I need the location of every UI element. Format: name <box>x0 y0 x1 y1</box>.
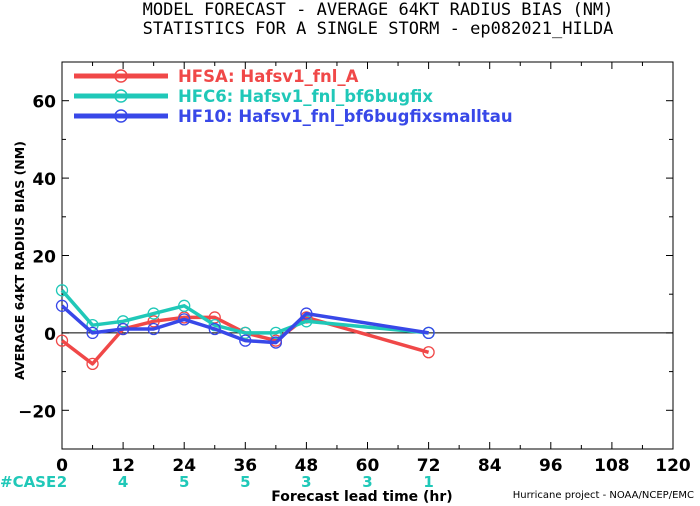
series-3-point <box>300 307 313 320</box>
series-3-point <box>269 336 283 349</box>
x-tick-label: 60 <box>356 456 380 476</box>
series-3-point <box>86 326 99 340</box>
series-3-point <box>178 313 191 326</box>
x-tick-label: 84 <box>478 456 502 476</box>
series-2-point <box>116 315 130 328</box>
y-tick-label: 40 <box>32 170 56 190</box>
legend-entry-2: HFC6: Hafsv1_fnl_bf6bugfix <box>178 87 433 106</box>
series-line-3 <box>60 304 429 345</box>
series-1-point <box>147 315 160 328</box>
case-count: 2 <box>57 473 67 491</box>
case-count: 1 <box>423 473 433 491</box>
legend-marker-1 <box>114 69 128 83</box>
x-tick-label: 48 <box>295 456 319 476</box>
x-tick-label: 12 <box>111 456 135 476</box>
case-count: 5 <box>179 473 189 491</box>
x-tick-label: 36 <box>233 456 257 476</box>
legend-marker-2 <box>114 89 128 103</box>
series-3-point <box>239 334 252 347</box>
series-2-point <box>178 299 191 312</box>
series-2-point <box>147 307 160 320</box>
case-count: 3 <box>301 473 311 491</box>
series-1-point <box>86 357 99 371</box>
y-tick-label: −20 <box>18 402 56 422</box>
case-row-label: #CASE <box>0 473 56 491</box>
x-tick-label: 96 <box>539 456 563 476</box>
series-3-point <box>55 299 69 312</box>
legend-marker-3 <box>114 109 128 123</box>
series-2-point <box>55 284 69 297</box>
series-1-point <box>55 334 69 347</box>
case-count: 5 <box>240 473 250 491</box>
series-2-point <box>269 326 283 340</box>
y-tick-label: 60 <box>32 93 56 113</box>
series-3-point <box>422 326 435 340</box>
y-tick-label: 0 <box>44 325 56 345</box>
series-1-point <box>422 346 435 359</box>
series-line-2 <box>60 289 429 335</box>
legend-entry-1: HFSA: Hafsv1_fnl_A <box>178 67 359 86</box>
y-axis-label: AVERAGE 64KT RADIUS BIAS (NM) <box>12 141 27 380</box>
x-tick-label: 24 <box>172 456 196 476</box>
case-count: 4 <box>118 473 128 491</box>
credit-text: Hurricane project - NOAA/NCEP/EMC <box>512 490 694 501</box>
x-tick-label: 120 <box>655 456 691 476</box>
x-tick-label: 108 <box>594 456 630 476</box>
series-3-point <box>208 322 221 336</box>
series-3-point <box>116 322 130 336</box>
chart-title: MODEL FORECAST - AVERAGE 64KT RADIUS BIA… <box>142 0 614 20</box>
chart-subtitle: STATISTICS FOR A SINGLE STORM - ep082021… <box>142 19 614 39</box>
x-tick-label: 0 <box>56 456 68 476</box>
x-tick-label: 72 <box>417 456 441 476</box>
series-2-point <box>239 326 252 340</box>
x-axis-label: Forecast lead time (hr) <box>271 489 452 505</box>
case-count: 3 <box>362 473 372 491</box>
series-3-point <box>147 322 160 336</box>
y-tick-label: 20 <box>32 248 56 268</box>
legend-entry-3: HF10: Hafsv1_fnl_bf6bugfixsmalltau <box>178 107 513 126</box>
